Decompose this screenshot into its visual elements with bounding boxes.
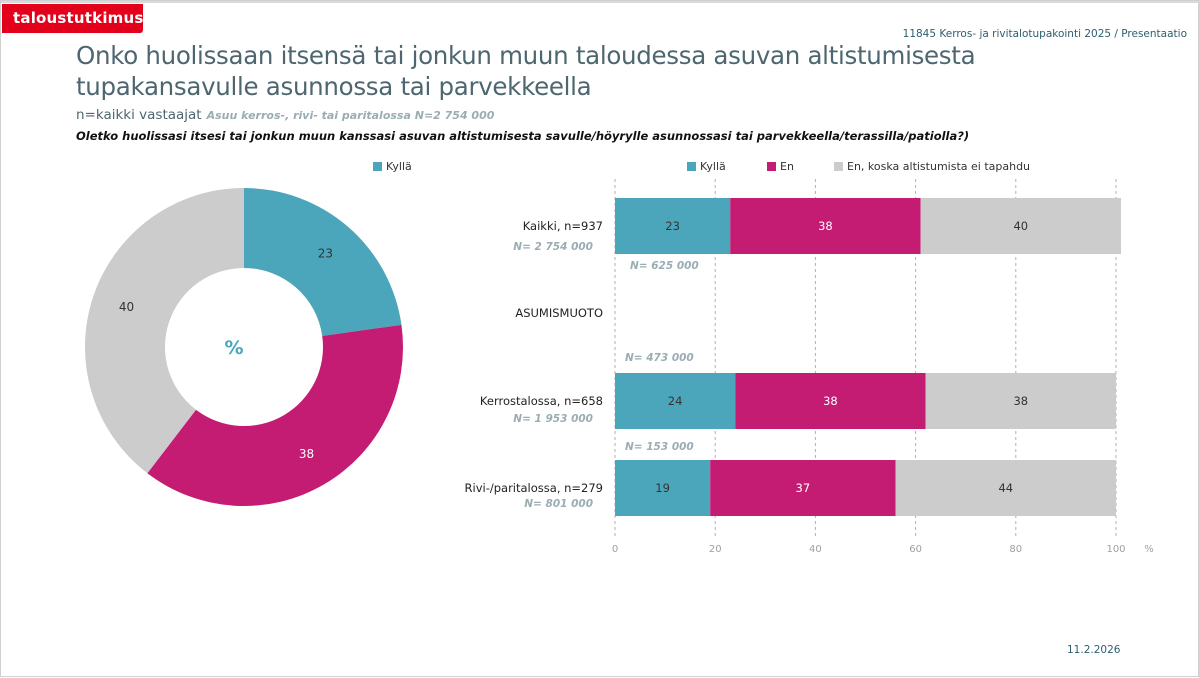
row-population-kerrostalo: N= 1 953 000 xyxy=(513,413,593,425)
x-tick-label: 100 xyxy=(1106,544,1125,555)
bar-value-label: 23 xyxy=(665,219,680,233)
row-label-rivitalo: Rivi-/paritalossa, n=279 xyxy=(464,481,603,495)
bar-value-label: 24 xyxy=(668,394,683,408)
kylla-population-rivitalo: N= 153 000 xyxy=(625,441,694,453)
project-label: 11845 Kerros- ja rivitalotupakointi 2025… xyxy=(902,28,1187,40)
bar-segment xyxy=(920,198,1122,254)
legend-swatch-kylla xyxy=(373,162,382,171)
page-title: Onko huolissaan itsensä tai jonkun muun … xyxy=(76,41,976,101)
legend-label-kylla: Kyllä xyxy=(386,160,412,173)
bar-value-label: 37 xyxy=(796,481,811,495)
row-label-kerrostalo: Kerrostalossa, n=658 xyxy=(479,394,603,408)
x-tick-label: 0 xyxy=(612,544,618,555)
row-population-kaikki: N= 2 754 000 xyxy=(513,241,593,253)
donut-slice-label: 40 xyxy=(119,300,134,314)
bar-segment xyxy=(735,373,926,429)
bar-legend-ei-tapahdu: En, koska altistumista ei tapahdu xyxy=(834,160,1030,173)
donut-slice-2 xyxy=(84,188,244,474)
kylla-population-kerrostalo: N= 473 000 xyxy=(625,352,694,364)
x-tick-label: 60 xyxy=(909,544,922,555)
legend-label: En, koska altistumista ei tapahdu xyxy=(847,160,1031,173)
base-label: n=kaikki vastaajat xyxy=(76,107,202,123)
bar-legend-kylla: Kyllä xyxy=(687,160,726,173)
donut-slice-0 xyxy=(244,188,402,336)
x-tick-label: 80 xyxy=(1009,544,1022,555)
base-sub-label: Asuu kerros-, rivi- tai paritalossa N=2 … xyxy=(206,109,495,122)
donut-slice-label: 38 xyxy=(299,447,314,461)
donut-slice-label: 23 xyxy=(318,246,333,260)
legend-swatch-kylla xyxy=(687,162,696,171)
bar-segment xyxy=(615,460,711,516)
bar-legend-en: En xyxy=(767,160,794,173)
bar-value-label: 44 xyxy=(998,481,1013,495)
bar-value-label: 38 xyxy=(823,394,838,408)
x-tick-label: 40 xyxy=(809,544,822,555)
donut-center-label: % xyxy=(224,337,243,359)
x-tick-label: 20 xyxy=(709,544,722,555)
bar-value-label: 38 xyxy=(1013,394,1028,408)
brand-logo: taloustutkimus xyxy=(2,4,143,33)
bar-segment xyxy=(615,198,731,254)
bar-segment xyxy=(925,373,1116,429)
bar-row-labels: Kaikki, n=937 N= 2 754 000 ASUMISMUOTO K… xyxy=(1,1,603,678)
x-unit-label: % xyxy=(1144,544,1154,555)
base-text: n=kaikki vastaajat Asuu kerros-, rivi- ta… xyxy=(76,107,494,123)
kylla-population-kaikki: N= 625 000 xyxy=(630,260,699,272)
bar-value-label: 40 xyxy=(1013,219,1028,233)
section-label-asumismuoto: ASUMISMUOTO xyxy=(515,306,603,320)
legend-swatch-en xyxy=(767,162,776,171)
top-border xyxy=(1,1,1199,3)
legend-label: Kyllä xyxy=(700,160,726,173)
bar-value-label: 38 xyxy=(818,219,833,233)
donut-slice-1 xyxy=(147,324,403,506)
row-label-kaikki: Kaikki, n=937 xyxy=(522,219,603,233)
bar-segment xyxy=(730,198,921,254)
bar-segment xyxy=(615,373,736,429)
row-population-rivitalo: N= 801 000 xyxy=(524,498,593,510)
question-text: Oletko huolissasi itsesi tai jonkun muun… xyxy=(76,129,970,143)
footer-date: 11.2.2026 xyxy=(1067,644,1121,656)
bar-value-label: 19 xyxy=(655,481,670,495)
donut-legend: Kyllä xyxy=(373,160,412,173)
bar-segment xyxy=(710,460,896,516)
legend-swatch-ei-tapahdu xyxy=(834,162,843,171)
bar-segment xyxy=(895,460,1116,516)
legend-label: En xyxy=(780,160,794,173)
